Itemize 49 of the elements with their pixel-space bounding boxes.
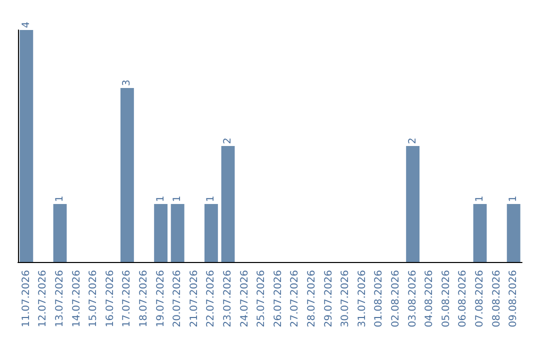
x-tick-label: 11.07.2026 (20, 270, 32, 328)
x-tick-label: 17.07.2026 (122, 270, 133, 328)
data-label: 1 (508, 196, 520, 202)
x-tick-label: 05.08.2026 (440, 270, 452, 328)
bar (154, 204, 168, 262)
x-tick-label: 31.07.2026 (356, 270, 368, 328)
data-label: 1 (474, 196, 486, 202)
x-tick-label: 01.08.2026 (374, 270, 385, 328)
x-tick-label: 23.07.2026 (222, 270, 234, 328)
x-tick-label: 14.07.2026 (71, 270, 82, 328)
x-tick-label: 06.08.2026 (458, 270, 469, 328)
data-label: 1 (155, 196, 166, 202)
data-label: 2 (222, 138, 234, 144)
bar (53, 204, 67, 262)
x-tick-label: 12.07.2026 (38, 270, 49, 328)
x-tick-label: 29.07.2026 (323, 270, 334, 328)
bar (221, 146, 235, 262)
x-tick-label: 28.07.2026 (306, 270, 318, 328)
data-label: 1 (206, 196, 217, 202)
data-label: 2 (407, 138, 418, 144)
x-tick-label: 03.08.2026 (407, 270, 418, 328)
x-tick-label: 07.08.2026 (474, 270, 486, 328)
x-tick-label: 27.07.2026 (290, 270, 301, 328)
x-tick-label: 09.08.2026 (508, 270, 520, 328)
x-tick-label: 13.07.2026 (54, 270, 66, 328)
x-tick-label: 19.07.2026 (155, 270, 166, 328)
x-tick-label: 30.07.2026 (340, 270, 352, 328)
data-label: 1 (54, 196, 66, 202)
data-label: 4 (20, 22, 32, 28)
x-tick-label: 22.07.2026 (206, 270, 217, 328)
x-tick-label: 02.08.2026 (390, 270, 402, 328)
data-label: 1 (172, 196, 184, 202)
x-tick-label: 16.07.2026 (104, 270, 116, 328)
bar (170, 204, 184, 262)
bar (120, 88, 134, 262)
bar (506, 204, 520, 262)
x-tick-label: 25.07.2026 (256, 270, 268, 328)
data-label: 3 (122, 80, 133, 86)
x-tick-label: 21.07.2026 (188, 270, 200, 328)
x-tick-label: 26.07.2026 (272, 270, 284, 328)
bar (406, 146, 420, 262)
bar (473, 204, 487, 262)
x-tick-label: 04.08.2026 (424, 270, 436, 328)
x-tick-label: 08.08.2026 (491, 270, 502, 328)
x-tick-label: 15.07.2026 (88, 270, 100, 328)
x-tick-label: 18.07.2026 (138, 270, 150, 328)
bar (204, 204, 218, 262)
x-tick-label: 24.07.2026 (239, 270, 250, 328)
x-tick-label: 20.07.2026 (172, 270, 184, 328)
